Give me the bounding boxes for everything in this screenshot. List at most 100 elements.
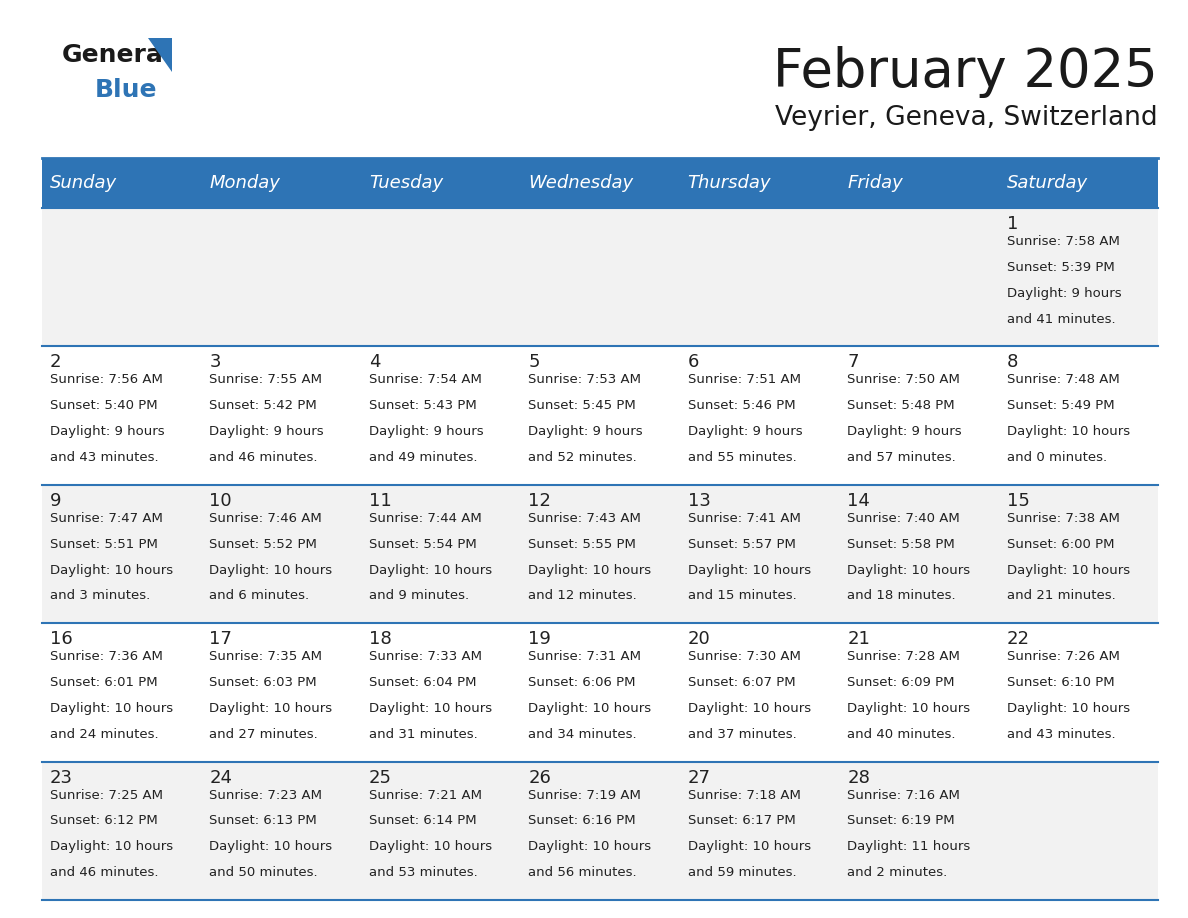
Text: Daylight: 10 hours: Daylight: 10 hours — [50, 840, 173, 854]
Text: Sunrise: 7:35 AM: Sunrise: 7:35 AM — [209, 650, 322, 663]
Text: Sunrise: 7:47 AM: Sunrise: 7:47 AM — [50, 512, 163, 525]
Text: 8: 8 — [1006, 353, 1018, 372]
Text: Saturday: Saturday — [1006, 174, 1088, 192]
Text: and 34 minutes.: and 34 minutes. — [529, 728, 637, 741]
Text: and 9 minutes.: and 9 minutes. — [368, 589, 469, 602]
Text: 4: 4 — [368, 353, 380, 372]
Text: Friday: Friday — [847, 174, 903, 192]
Text: Sunset: 6:07 PM: Sunset: 6:07 PM — [688, 676, 795, 689]
Text: 12: 12 — [529, 492, 551, 509]
Text: and 43 minutes.: and 43 minutes. — [50, 451, 159, 464]
Text: Sunset: 5:42 PM: Sunset: 5:42 PM — [209, 399, 317, 412]
Text: Sunset: 6:13 PM: Sunset: 6:13 PM — [209, 814, 317, 827]
Text: Sunset: 5:52 PM: Sunset: 5:52 PM — [209, 538, 317, 551]
Text: Sunrise: 7:19 AM: Sunrise: 7:19 AM — [529, 789, 642, 801]
Text: General: General — [62, 43, 172, 67]
Text: and 49 minutes.: and 49 minutes. — [368, 451, 478, 464]
Text: 17: 17 — [209, 630, 233, 648]
Text: Sunrise: 7:46 AM: Sunrise: 7:46 AM — [209, 512, 322, 525]
Text: and 50 minutes.: and 50 minutes. — [209, 867, 318, 879]
Text: Sunrise: 7:28 AM: Sunrise: 7:28 AM — [847, 650, 960, 663]
Text: and 40 minutes.: and 40 minutes. — [847, 728, 955, 741]
Text: and 53 minutes.: and 53 minutes. — [368, 867, 478, 879]
Text: 20: 20 — [688, 630, 710, 648]
Text: Daylight: 9 hours: Daylight: 9 hours — [847, 425, 962, 438]
Text: Daylight: 10 hours: Daylight: 10 hours — [209, 702, 333, 715]
Bar — [42, 346, 1158, 485]
Text: and 12 minutes.: and 12 minutes. — [529, 589, 637, 602]
Text: and 43 minutes.: and 43 minutes. — [1006, 728, 1116, 741]
Text: Daylight: 10 hours: Daylight: 10 hours — [368, 840, 492, 854]
Text: 14: 14 — [847, 492, 870, 509]
Text: Daylight: 9 hours: Daylight: 9 hours — [1006, 286, 1121, 300]
Text: and 56 minutes.: and 56 minutes. — [529, 867, 637, 879]
Text: Sunset: 5:57 PM: Sunset: 5:57 PM — [688, 538, 796, 551]
Text: 26: 26 — [529, 768, 551, 787]
Text: 6: 6 — [688, 353, 699, 372]
Text: Sunset: 5:46 PM: Sunset: 5:46 PM — [688, 399, 795, 412]
Text: and 24 minutes.: and 24 minutes. — [50, 728, 159, 741]
Text: 21: 21 — [847, 630, 870, 648]
Text: Sunset: 6:06 PM: Sunset: 6:06 PM — [529, 676, 636, 689]
Text: Daylight: 10 hours: Daylight: 10 hours — [1006, 702, 1130, 715]
Text: Daylight: 10 hours: Daylight: 10 hours — [847, 702, 971, 715]
Text: Sunrise: 7:41 AM: Sunrise: 7:41 AM — [688, 512, 801, 525]
Text: 25: 25 — [368, 768, 392, 787]
Text: 28: 28 — [847, 768, 870, 787]
Text: Sunset: 6:17 PM: Sunset: 6:17 PM — [688, 814, 796, 827]
Text: Sunset: 6:09 PM: Sunset: 6:09 PM — [847, 676, 955, 689]
Text: and 46 minutes.: and 46 minutes. — [209, 451, 318, 464]
Text: 19: 19 — [529, 630, 551, 648]
Text: Daylight: 9 hours: Daylight: 9 hours — [209, 425, 324, 438]
Text: 2: 2 — [50, 353, 62, 372]
Text: 5: 5 — [529, 353, 539, 372]
Text: Daylight: 10 hours: Daylight: 10 hours — [847, 564, 971, 577]
Text: Sunrise: 7:36 AM: Sunrise: 7:36 AM — [50, 650, 163, 663]
Text: 22: 22 — [1006, 630, 1030, 648]
Text: Sunrise: 7:58 AM: Sunrise: 7:58 AM — [1006, 235, 1119, 248]
Text: Sunset: 5:48 PM: Sunset: 5:48 PM — [847, 399, 955, 412]
Text: Wednesday: Wednesday — [529, 174, 633, 192]
Text: Sunset: 6:10 PM: Sunset: 6:10 PM — [1006, 676, 1114, 689]
Text: and 0 minutes.: and 0 minutes. — [1006, 451, 1107, 464]
Text: 9: 9 — [50, 492, 62, 509]
Text: Daylight: 9 hours: Daylight: 9 hours — [529, 425, 643, 438]
Text: and 46 minutes.: and 46 minutes. — [50, 867, 158, 879]
Text: Daylight: 9 hours: Daylight: 9 hours — [50, 425, 165, 438]
Text: Sunrise: 7:56 AM: Sunrise: 7:56 AM — [50, 374, 163, 386]
Text: and 37 minutes.: and 37 minutes. — [688, 728, 796, 741]
Text: and 3 minutes.: and 3 minutes. — [50, 589, 150, 602]
Text: Sunset: 5:51 PM: Sunset: 5:51 PM — [50, 538, 158, 551]
Text: Daylight: 10 hours: Daylight: 10 hours — [688, 702, 811, 715]
Text: 18: 18 — [368, 630, 392, 648]
Text: Sunrise: 7:21 AM: Sunrise: 7:21 AM — [368, 789, 482, 801]
Text: Sunrise: 7:30 AM: Sunrise: 7:30 AM — [688, 650, 801, 663]
Text: Sunset: 5:45 PM: Sunset: 5:45 PM — [529, 399, 636, 412]
Text: Sunset: 6:19 PM: Sunset: 6:19 PM — [847, 814, 955, 827]
Text: Sunset: 5:49 PM: Sunset: 5:49 PM — [1006, 399, 1114, 412]
Text: and 59 minutes.: and 59 minutes. — [688, 867, 796, 879]
Text: Daylight: 10 hours: Daylight: 10 hours — [50, 702, 173, 715]
Text: and 6 minutes.: and 6 minutes. — [209, 589, 310, 602]
Text: 3: 3 — [209, 353, 221, 372]
Text: and 27 minutes.: and 27 minutes. — [209, 728, 318, 741]
Text: Daylight: 10 hours: Daylight: 10 hours — [529, 564, 651, 577]
Text: February 2025: February 2025 — [773, 46, 1158, 98]
Text: Sunrise: 7:54 AM: Sunrise: 7:54 AM — [368, 374, 481, 386]
Text: and 18 minutes.: and 18 minutes. — [847, 589, 956, 602]
Text: Sunrise: 7:44 AM: Sunrise: 7:44 AM — [368, 512, 481, 525]
Text: Daylight: 10 hours: Daylight: 10 hours — [209, 564, 333, 577]
Text: Sunset: 6:00 PM: Sunset: 6:00 PM — [1006, 538, 1114, 551]
Text: Sunset: 6:04 PM: Sunset: 6:04 PM — [368, 676, 476, 689]
Text: 11: 11 — [368, 492, 392, 509]
Text: Sunrise: 7:31 AM: Sunrise: 7:31 AM — [529, 650, 642, 663]
Text: 24: 24 — [209, 768, 233, 787]
Text: Sunset: 6:14 PM: Sunset: 6:14 PM — [368, 814, 476, 827]
Text: Sunrise: 7:25 AM: Sunrise: 7:25 AM — [50, 789, 163, 801]
Bar — [42, 158, 1158, 208]
Text: Daylight: 10 hours: Daylight: 10 hours — [1006, 564, 1130, 577]
Text: and 57 minutes.: and 57 minutes. — [847, 451, 956, 464]
Text: and 55 minutes.: and 55 minutes. — [688, 451, 796, 464]
Text: Sunset: 5:39 PM: Sunset: 5:39 PM — [1006, 261, 1114, 274]
Text: Sunset: 5:55 PM: Sunset: 5:55 PM — [529, 538, 636, 551]
